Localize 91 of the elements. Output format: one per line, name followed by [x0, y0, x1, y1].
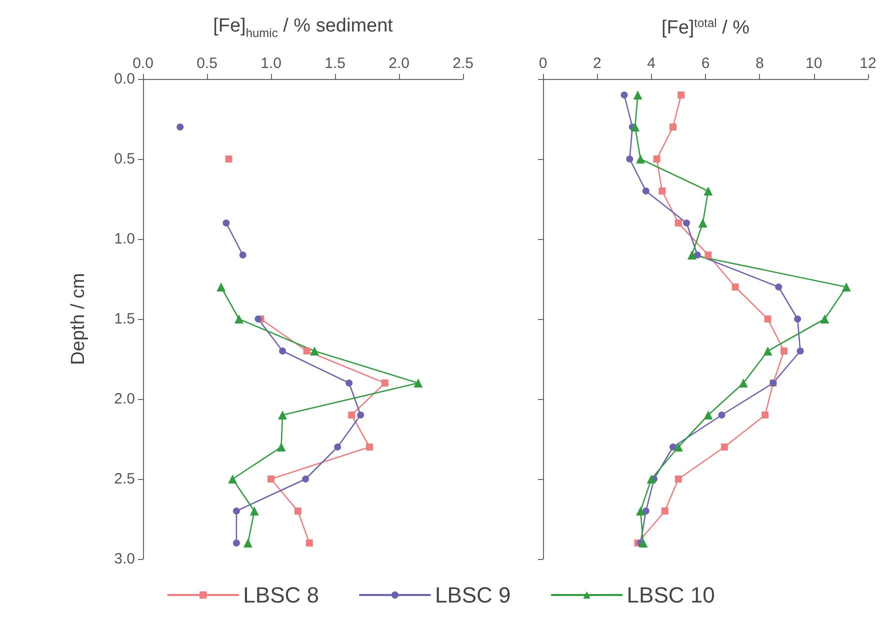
point	[762, 412, 769, 418]
x-tick-label: 8	[755, 55, 764, 72]
point	[674, 476, 682, 482]
point	[228, 474, 238, 484]
x-tick-label: 10	[805, 55, 822, 72]
point	[704, 252, 712, 258]
point	[764, 316, 772, 322]
point	[687, 250, 696, 260]
point	[642, 508, 650, 514]
point	[683, 220, 690, 226]
legend-label: LBSC 9	[434, 582, 511, 608]
x-tick-label: 1.5	[324, 55, 346, 72]
point	[234, 314, 244, 324]
x-tick-label: 4	[647, 55, 656, 72]
point	[303, 348, 310, 354]
point	[638, 538, 648, 548]
point	[232, 540, 240, 546]
point	[225, 156, 232, 162]
y-tick-label: 0.0	[114, 70, 135, 88]
point	[633, 90, 642, 100]
point	[302, 476, 310, 482]
point	[658, 188, 666, 194]
legend-label: LBSC 8	[243, 582, 319, 608]
point	[670, 124, 676, 130]
y-tick-label: 2.0	[114, 390, 135, 408]
y-tick-label: 3.0	[114, 550, 135, 568]
point	[626, 156, 634, 162]
point	[310, 346, 320, 356]
legend-label: LBSC 10	[626, 582, 715, 608]
point	[268, 476, 274, 482]
point	[348, 412, 356, 418]
x-tick-label: 2.0	[388, 55, 410, 72]
point	[176, 124, 184, 130]
point	[636, 506, 645, 516]
point	[732, 284, 739, 290]
point	[670, 444, 676, 450]
y-tick-label: 2.5	[114, 470, 135, 488]
point	[306, 540, 313, 546]
point	[674, 442, 683, 452]
point	[738, 378, 748, 388]
point	[334, 444, 342, 450]
y-tick-label: 1.5	[114, 310, 135, 328]
point	[661, 508, 668, 514]
point	[636, 154, 645, 164]
y-tick-label: 0.5	[114, 150, 135, 168]
point	[642, 188, 650, 194]
point	[276, 442, 286, 452]
point	[232, 508, 240, 514]
point	[698, 218, 708, 228]
point	[720, 444, 728, 450]
x-tick-label: 6	[701, 55, 710, 72]
y-tick-label: 1.0	[114, 230, 135, 248]
point	[294, 508, 302, 514]
point	[222, 220, 230, 226]
point	[678, 92, 685, 98]
x-tick-label: 12	[860, 55, 876, 72]
point	[366, 444, 374, 450]
point	[216, 282, 226, 292]
point	[718, 412, 726, 418]
point	[674, 220, 682, 226]
point	[704, 186, 713, 196]
point	[796, 348, 804, 354]
point	[250, 506, 259, 516]
point	[780, 348, 788, 354]
point	[381, 380, 388, 386]
point	[357, 412, 364, 418]
x-tick-label: 2.5	[452, 55, 474, 72]
y-axis-title: Depth / cm	[68, 273, 89, 365]
point	[646, 474, 656, 484]
point	[279, 348, 286, 354]
point	[346, 380, 353, 386]
x-tick-label: 0.5	[196, 55, 218, 72]
point	[278, 410, 288, 420]
point	[414, 378, 423, 388]
point	[620, 92, 628, 98]
point	[254, 316, 262, 322]
point	[630, 122, 640, 132]
x-tick-label: 0	[538, 55, 548, 72]
point	[243, 538, 252, 548]
point	[820, 314, 830, 324]
point	[763, 346, 772, 356]
point	[653, 156, 660, 162]
point	[704, 410, 713, 420]
point	[842, 282, 851, 292]
point	[239, 252, 246, 258]
point	[694, 252, 701, 258]
x-tick-label: 0.0	[132, 55, 154, 72]
x-tick-label: 1.0	[260, 55, 282, 72]
point	[775, 284, 782, 290]
point	[794, 316, 802, 322]
x-tick-label: 2	[592, 55, 602, 72]
